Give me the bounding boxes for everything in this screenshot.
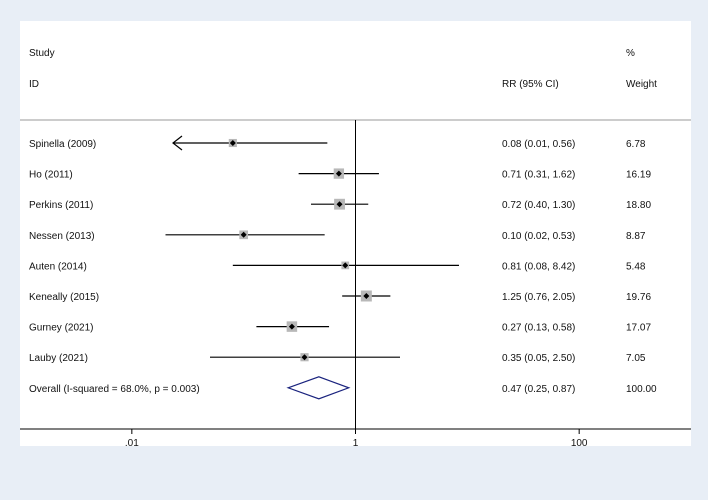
- study-rr-ci: 1.25 (0.76, 2.05): [502, 292, 575, 303]
- overall-rr-ci: 0.47 (0.25, 0.87): [502, 384, 575, 395]
- study-point-estimate: [288, 323, 295, 330]
- study-name: Lauby (2021): [29, 353, 88, 364]
- study-name: Ho (2011): [29, 170, 73, 181]
- study-point-estimate: [301, 354, 308, 361]
- study-weight: 7.05: [626, 353, 646, 364]
- header-rr-ci: RR (95% CI): [502, 79, 559, 90]
- x-tick-label: .01: [125, 438, 139, 446]
- study-name: Nessen (2013): [29, 231, 95, 242]
- study-weight: 5.48: [626, 261, 646, 272]
- study-name: Auten (2014): [29, 261, 87, 272]
- study-weight: 19.76: [626, 292, 651, 303]
- study-rr-ci: 0.10 (0.02, 0.53): [502, 231, 575, 242]
- study-rr-ci: 0.27 (0.13, 0.58): [502, 323, 575, 334]
- forest-plot: Study ID RR (95% CI) % Weight .01 1 100 Spi…: [20, 48, 691, 446]
- study-weight: 6.78: [626, 139, 646, 150]
- overall-weight: 100.00: [626, 384, 657, 395]
- study-weight: 16.19: [626, 170, 651, 181]
- study-point-estimate: [336, 201, 343, 208]
- study-weight: 18.80: [626, 200, 651, 211]
- header-percent: %: [626, 48, 635, 59]
- study-name: Spinella (2009): [29, 139, 96, 150]
- study-point-estimate: [229, 140, 236, 146]
- x-tick-label: 100: [571, 438, 588, 446]
- study-name: Gurney (2021): [29, 323, 93, 334]
- study-ci-arrow: [172, 135, 183, 151]
- study-weight: 17.07: [626, 323, 651, 334]
- study-point-estimate: [363, 293, 370, 299]
- study-rr-ci: 0.72 (0.40, 1.30): [502, 200, 575, 211]
- study-rr-ci: 0.08 (0.01, 0.56): [502, 139, 575, 150]
- header-weight: Weight: [626, 79, 657, 90]
- forest-plot-panel: Study ID RR (95% CI) % Weight .01 1 100 Spi…: [20, 21, 691, 446]
- study-point-estimate: [342, 262, 349, 269]
- study-rr-ci: 0.81 (0.08, 8.42): [502, 261, 575, 272]
- overall-label: Overall (I-squared = 68.0%, p = 0.003): [29, 384, 200, 395]
- study-name: Perkins (2011): [29, 200, 93, 211]
- overall-diamond: [286, 376, 351, 400]
- study-rr-ci: 0.35 (0.05, 2.50): [502, 353, 575, 364]
- study-point-estimate: [335, 170, 342, 177]
- study-name: Keneally (2015): [29, 292, 99, 303]
- header-id: ID: [29, 79, 39, 90]
- x-tick-label: 1: [353, 438, 359, 446]
- study-rr-ci: 0.71 (0.31, 1.62): [502, 170, 575, 181]
- header-study: Study: [29, 48, 55, 59]
- study-weight: 8.87: [626, 231, 646, 242]
- study-point-estimate: [240, 231, 247, 238]
